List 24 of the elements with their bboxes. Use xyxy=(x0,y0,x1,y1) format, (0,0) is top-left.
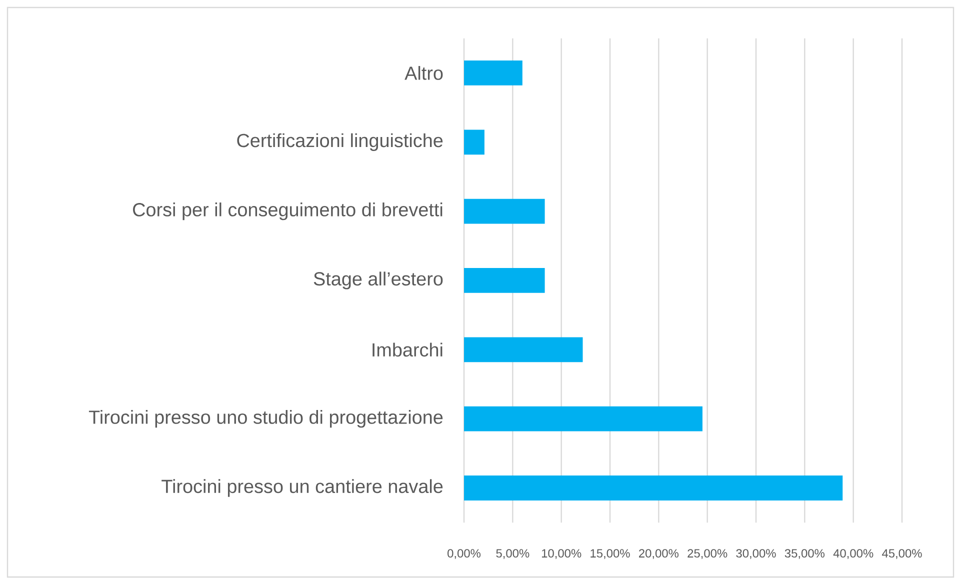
x-tick-label: 40,00% xyxy=(833,549,874,559)
x-tick-label: 10,00% xyxy=(542,549,582,559)
bar xyxy=(464,406,702,432)
bar xyxy=(464,130,484,155)
y-tick-label: Certificazioni linguistiche xyxy=(237,133,443,151)
x-tick-label: 25,00% xyxy=(688,549,728,559)
y-tick-label: Corsi per il conseguimento di brevetti xyxy=(133,202,442,220)
x-tick-label: 45,00% xyxy=(882,549,922,559)
x-tick-label: 15,00% xyxy=(590,549,630,559)
x-tick-label: 30,00% xyxy=(736,549,776,559)
x-tick-label: 0,00% xyxy=(448,549,481,559)
y-tick-label: Imbarchi xyxy=(372,342,442,357)
y-tick-label: Altro xyxy=(404,66,443,80)
bar xyxy=(464,476,843,500)
bar xyxy=(464,198,545,224)
y-tick-label: Tirocini presso uno studio di progettazione xyxy=(88,410,443,428)
bar xyxy=(464,268,545,293)
x-tick-label: 35,00% xyxy=(784,549,825,559)
bar xyxy=(464,337,583,362)
x-tick-label: 20,00% xyxy=(638,549,679,559)
y-tick-label: Tirocini presso un cantiere navale xyxy=(162,479,443,497)
bar xyxy=(464,60,522,86)
x-tick-label: 5,00% xyxy=(496,549,530,559)
y-tick-label: Stage all’estero xyxy=(314,272,443,290)
